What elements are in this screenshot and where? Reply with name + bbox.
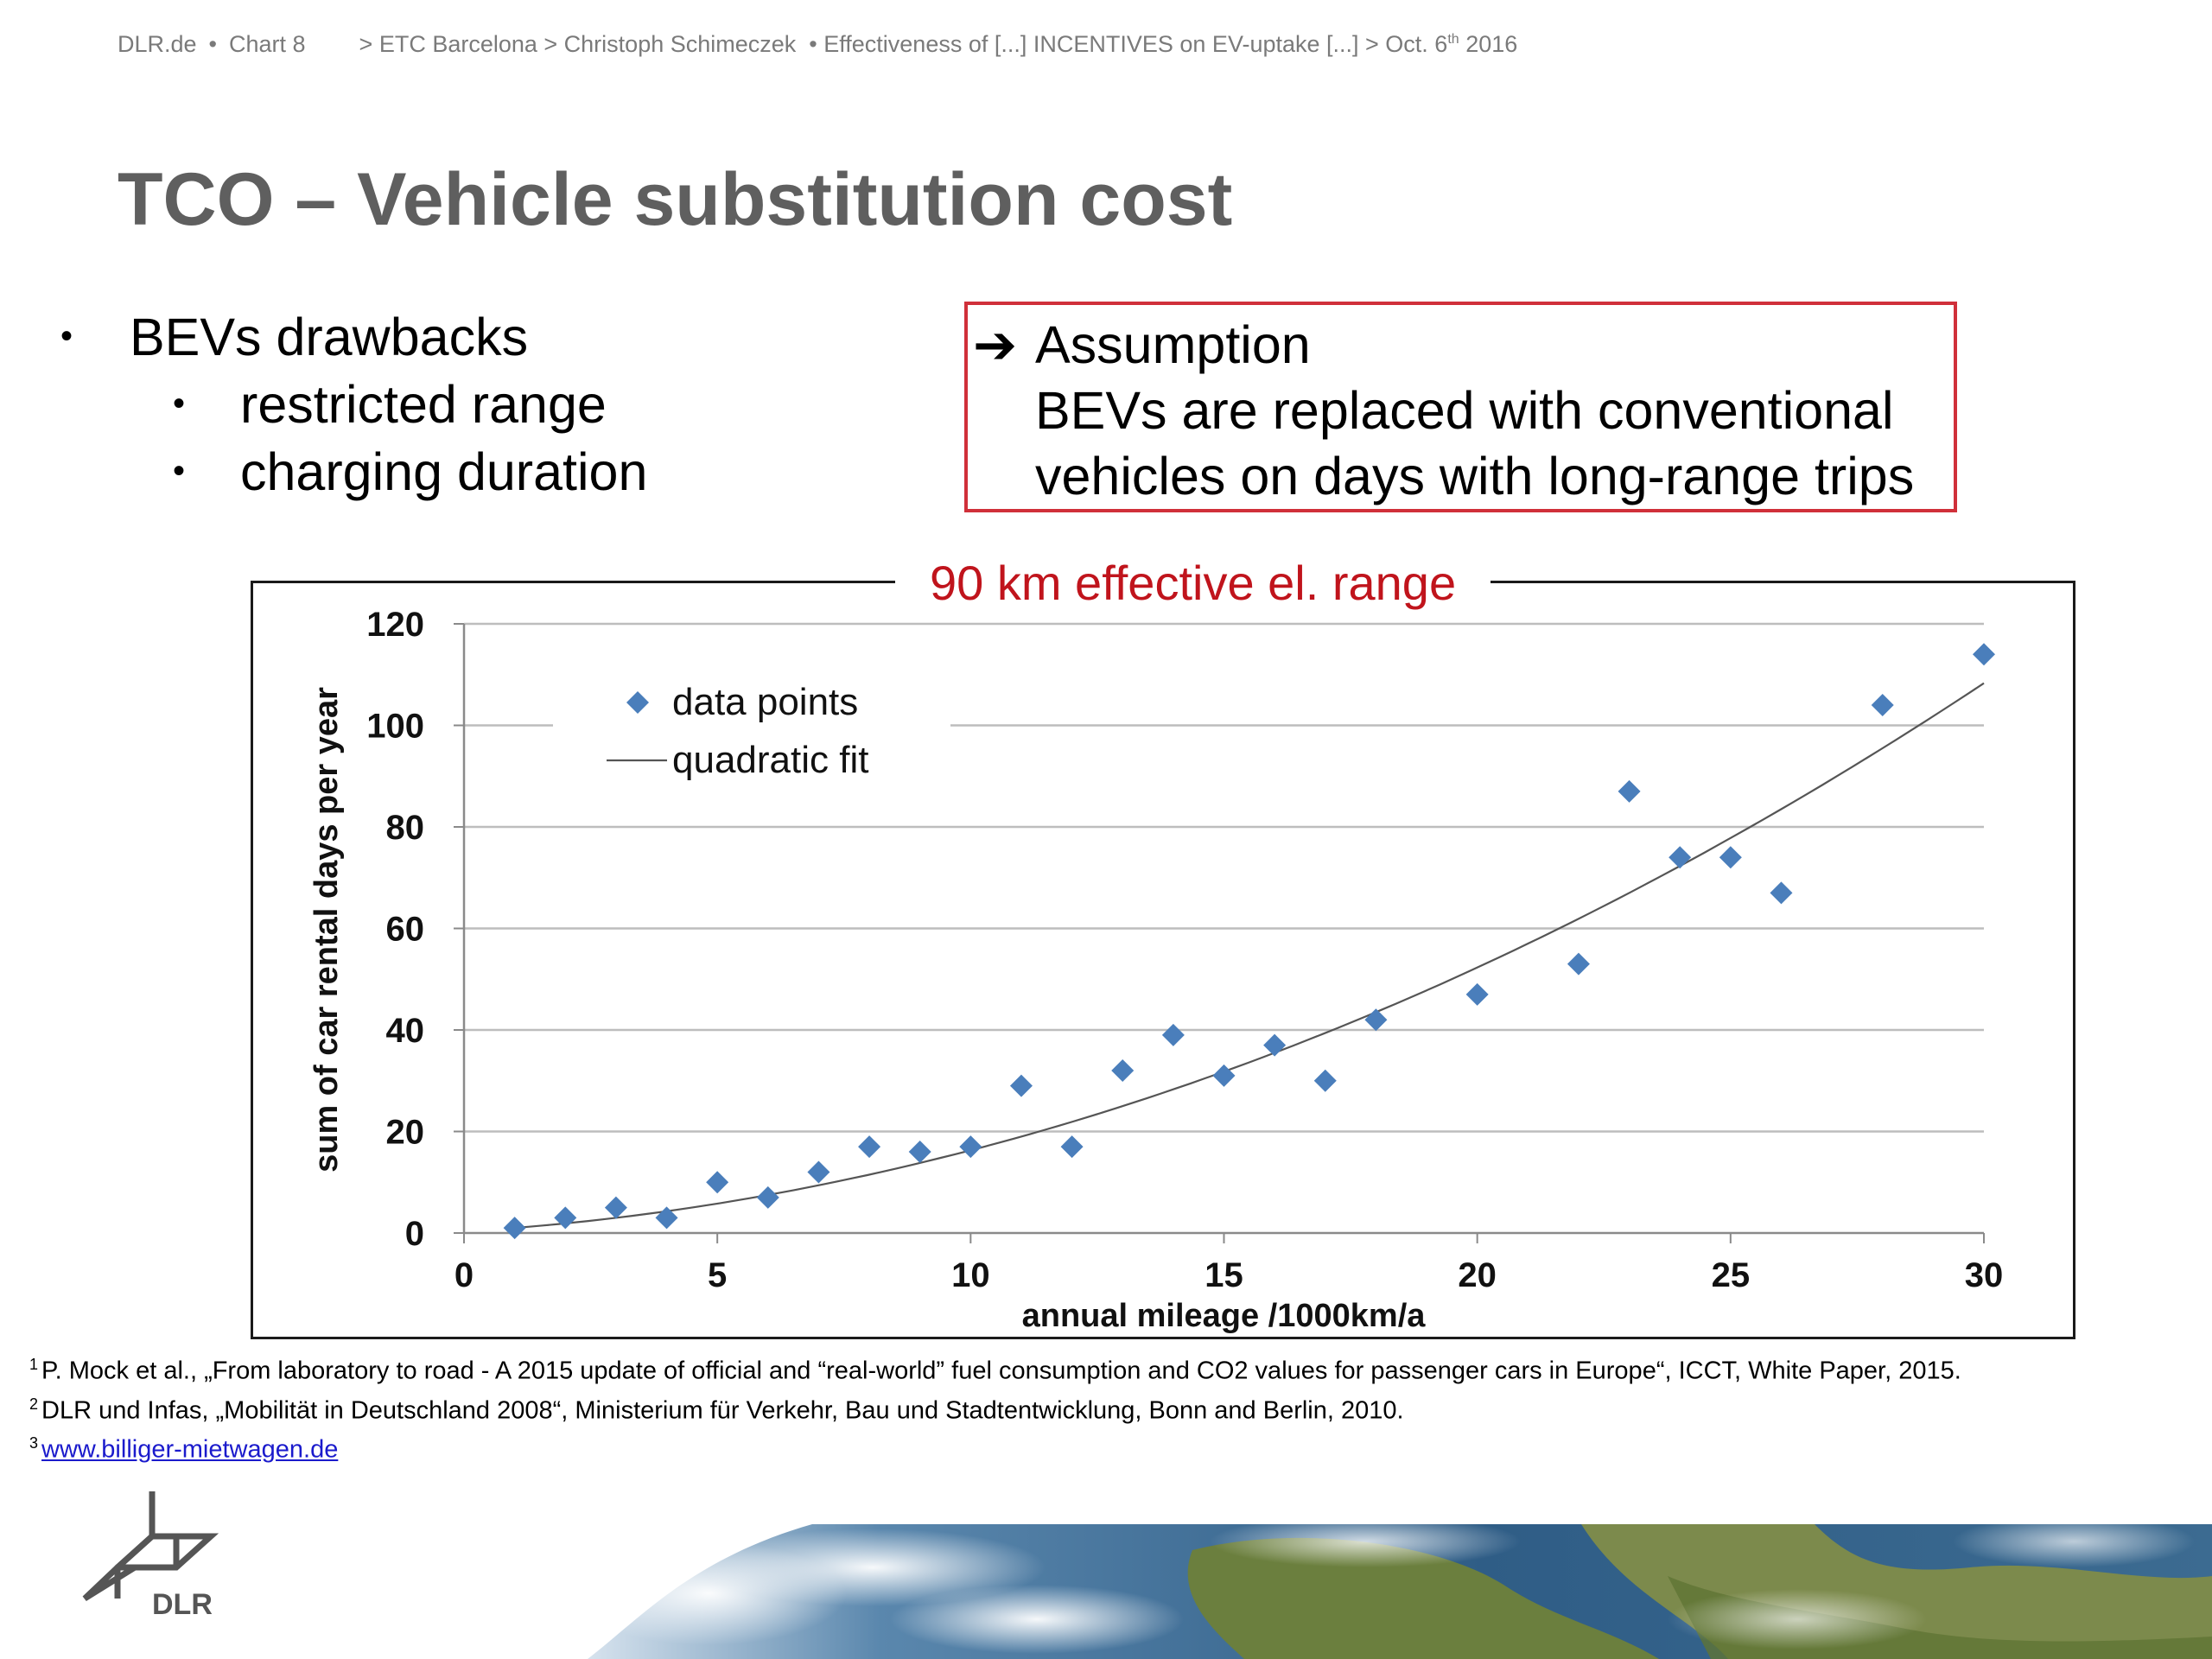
- bullet-text: charging duration: [240, 442, 648, 501]
- data-point: [1111, 1059, 1135, 1082]
- x-tick-label: 10: [951, 1256, 990, 1294]
- x-axis-label: annual mileage /1000km/a: [1022, 1298, 1427, 1334]
- x-tick-label: 20: [1458, 1256, 1497, 1294]
- y-tick-label: 0: [405, 1215, 424, 1253]
- chart-legend: data points quadratic fit: [553, 674, 950, 795]
- y-tick-label: 120: [366, 606, 424, 644]
- data-point: [655, 1206, 678, 1230]
- logo-text: DLR: [152, 1588, 213, 1618]
- legend-background: [553, 674, 950, 795]
- y-tick-label: 60: [386, 911, 425, 949]
- data-point: [1263, 1033, 1287, 1057]
- y-tick-label: 80: [386, 809, 425, 847]
- header-breadcrumb: > ETC Barcelona > Christoph Schimeczek: [359, 31, 797, 57]
- data-point: [604, 1196, 627, 1219]
- legend-marker-diamond: [626, 691, 649, 714]
- data-point: [554, 1206, 577, 1230]
- data-point: [1161, 1023, 1185, 1046]
- legend-label: quadratic fit: [672, 739, 868, 781]
- bullet-marker: •: [173, 385, 186, 423]
- chart-axes: [454, 623, 1985, 1243]
- data-point: [1719, 846, 1742, 869]
- chart-title: 90 km effective el. range: [895, 555, 1491, 611]
- y-tick-label: 20: [386, 1114, 425, 1152]
- assumption-line: BEVs are replaced with conventional: [1035, 381, 1894, 440]
- data-point: [1465, 982, 1489, 1006]
- assumption-box: ➔ Assumption BEVs are replaced with conv…: [964, 302, 1957, 512]
- x-tick-label: 25: [1712, 1256, 1751, 1294]
- footnote-text: P. Mock et al., „From laboratory to road…: [41, 1357, 1961, 1385]
- data-point: [1618, 779, 1641, 803]
- scatter-chart: 0 20 40 60 80 100 120 0 5 10 15 20 25 30 data points q…: [308, 606, 2003, 1334]
- dlr-logo: DLR: [82, 1491, 219, 1618]
- earth-banner-image: [588, 1524, 2212, 1659]
- arrow-icon: ➔: [973, 315, 1018, 374]
- header-talk-title: • Effectiveness of [...] INCENTIVES on E…: [809, 31, 1448, 57]
- data-point: [1060, 1135, 1084, 1159]
- header-separator: •: [208, 31, 217, 57]
- footnote-2: 2 DLR und Infas, „Mobilität in Deutschlan…: [29, 1388, 1961, 1427]
- slide-header: DLR.de • Chart 8 > ETC Barcelona > Christop…: [118, 31, 1517, 58]
- data-point: [807, 1160, 830, 1184]
- data-point: [756, 1185, 779, 1209]
- bullet-text: BEVs drawbacks: [130, 308, 529, 366]
- data-point: [1567, 952, 1590, 976]
- data-point: [908, 1141, 931, 1163]
- data-point: [1009, 1074, 1033, 1097]
- y-tick-label: 100: [366, 708, 424, 746]
- tick-label-layer: 0 20 40 60 80 100 120 0 5 10 15 20 25 30: [366, 606, 2003, 1294]
- data-point-layer: [503, 643, 1995, 1240]
- header-year: 2016: [1465, 31, 1518, 57]
- x-tick-label: 30: [1965, 1256, 2004, 1294]
- footnote-3: 3 www.billiger-mietwagen.de: [29, 1427, 1961, 1466]
- header-chart-label: Chart 8: [229, 31, 306, 57]
- y-axis-label: sum of car rental days per year: [308, 687, 345, 1173]
- data-point: [1212, 1064, 1236, 1087]
- data-point: [1669, 846, 1692, 869]
- footnote-1: 1 P. Mock et al., „From laboratory to roa…: [29, 1348, 1961, 1388]
- data-point: [959, 1135, 982, 1159]
- data-point: [1770, 881, 1793, 905]
- bullet-text: restricted range: [240, 375, 607, 434]
- data-point: [503, 1217, 526, 1240]
- footnote-number: 2: [29, 1395, 39, 1413]
- data-point: [1973, 643, 1995, 666]
- footnote-link[interactable]: www.billiger-mietwagen.de: [41, 1435, 339, 1464]
- data-point: [1871, 694, 1894, 716]
- data-point: [706, 1171, 729, 1194]
- header-site: DLR.de: [118, 31, 197, 57]
- data-point: [1313, 1069, 1337, 1092]
- legend-label: data points: [672, 681, 858, 723]
- footnote-text: DLR und Infas, „Mobilität in Deutschland…: [41, 1396, 1404, 1425]
- y-tick-label: 40: [386, 1012, 425, 1050]
- data-point: [1364, 1008, 1388, 1032]
- x-tick-label: 15: [1205, 1256, 1243, 1294]
- header-date-suffix: th: [1447, 32, 1459, 47]
- data-point: [858, 1135, 881, 1159]
- page-title: TCO – Vehicle substitution cost: [118, 158, 1233, 241]
- assumption-heading: Assumption: [1035, 315, 1311, 374]
- bullet-marker: •: [173, 452, 186, 490]
- assumption-line: vehicles on days with long-range trips: [1035, 447, 1915, 505]
- bullet-marker: •: [60, 317, 73, 355]
- x-tick-label: 5: [708, 1256, 727, 1294]
- footnotes: 1 P. Mock et al., „From laboratory to roa…: [29, 1348, 1961, 1466]
- x-tick-label: 0: [454, 1256, 474, 1294]
- footnote-number: 3: [29, 1434, 39, 1452]
- footnote-number: 1: [29, 1356, 39, 1373]
